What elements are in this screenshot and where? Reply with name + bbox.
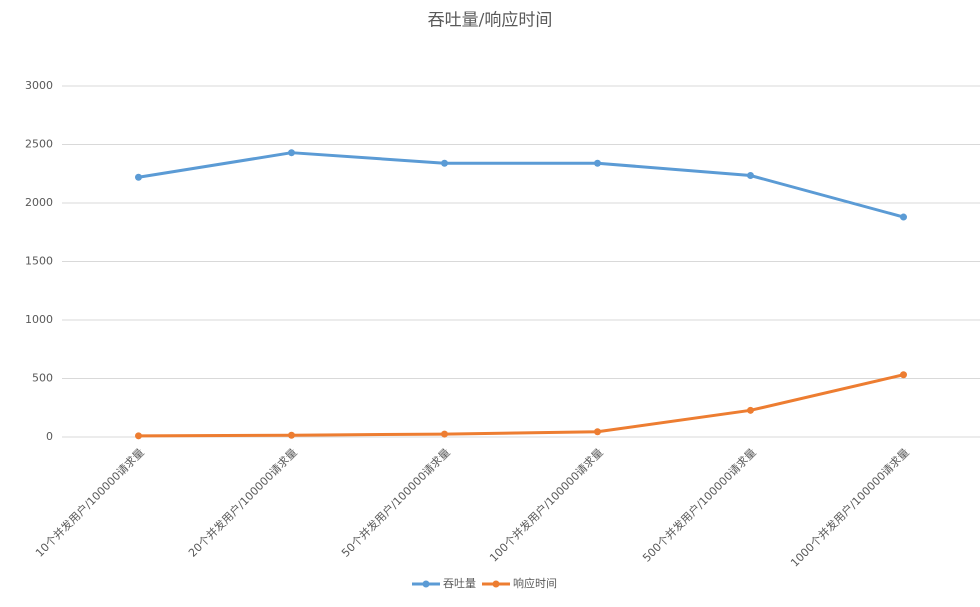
- legend-marker: [422, 580, 430, 588]
- y-tick-label: 2000: [25, 196, 53, 209]
- data-point: [747, 406, 754, 414]
- y-tick-label: 500: [32, 372, 53, 385]
- data-point: [594, 428, 601, 436]
- data-point: [900, 213, 907, 221]
- y-tick-label: 2500: [25, 138, 53, 151]
- legend-label: 吞吐量: [443, 577, 476, 590]
- y-tick-label: 1000: [25, 313, 53, 326]
- data-point: [747, 172, 754, 180]
- data-point: [135, 432, 142, 440]
- data-point: [900, 371, 907, 379]
- legend-marker: [492, 580, 500, 588]
- data-point: [441, 159, 448, 167]
- legend-label: 响应时间: [513, 576, 557, 590]
- y-tick-label: 3000: [25, 79, 53, 92]
- data-point: [288, 431, 295, 439]
- y-tick-label: 0: [46, 430, 53, 443]
- data-point: [135, 173, 142, 181]
- series-line: [138, 373, 904, 438]
- chart-title: 吞吐量/响应时间: [428, 11, 553, 31]
- data-point: [594, 159, 601, 167]
- data-point: [288, 149, 295, 157]
- series-line: [138, 151, 904, 219]
- data-point: [441, 430, 448, 438]
- y-tick-label: 1500: [25, 255, 53, 268]
